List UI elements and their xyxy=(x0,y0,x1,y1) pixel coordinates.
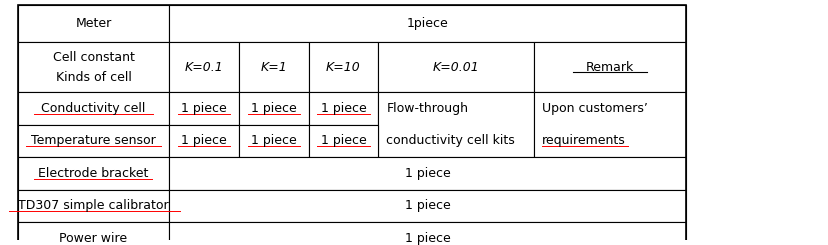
FancyBboxPatch shape xyxy=(17,42,169,92)
FancyBboxPatch shape xyxy=(169,157,685,190)
FancyBboxPatch shape xyxy=(17,157,169,190)
Text: 1 piece: 1 piece xyxy=(181,135,227,147)
Text: Electrode bracket: Electrode bracket xyxy=(38,167,148,180)
FancyBboxPatch shape xyxy=(17,5,169,42)
FancyBboxPatch shape xyxy=(238,92,308,125)
FancyBboxPatch shape xyxy=(308,42,378,92)
Text: Temperature sensor: Temperature sensor xyxy=(31,135,156,147)
Text: 1 piece: 1 piece xyxy=(404,167,450,180)
FancyBboxPatch shape xyxy=(169,92,238,125)
Text: K=0.01: K=0.01 xyxy=(432,61,479,74)
Text: TD307 simple calibrator: TD307 simple calibrator xyxy=(18,199,169,212)
Text: requirements: requirements xyxy=(542,135,625,147)
FancyBboxPatch shape xyxy=(533,92,685,157)
Text: conductivity cell kits: conductivity cell kits xyxy=(386,135,514,147)
FancyBboxPatch shape xyxy=(308,125,378,157)
FancyBboxPatch shape xyxy=(169,5,685,42)
Text: 1 piece: 1 piece xyxy=(251,135,296,147)
Text: Remark: Remark xyxy=(585,61,633,74)
Text: 1piece: 1piece xyxy=(406,17,448,30)
Text: K=1: K=1 xyxy=(260,61,286,74)
FancyBboxPatch shape xyxy=(17,125,169,157)
Text: Cell constant: Cell constant xyxy=(52,51,134,64)
Text: 1 piece: 1 piece xyxy=(320,102,366,115)
FancyBboxPatch shape xyxy=(238,125,308,157)
FancyBboxPatch shape xyxy=(169,42,238,92)
Text: K=10: K=10 xyxy=(325,61,360,74)
Text: Power wire: Power wire xyxy=(60,232,128,245)
Text: 1 piece: 1 piece xyxy=(404,232,450,245)
Text: 1 piece: 1 piece xyxy=(181,102,227,115)
FancyBboxPatch shape xyxy=(169,190,685,222)
Text: Upon customers’: Upon customers’ xyxy=(542,102,647,115)
FancyBboxPatch shape xyxy=(308,92,378,125)
Text: K=0.1: K=0.1 xyxy=(185,61,224,74)
FancyBboxPatch shape xyxy=(169,222,685,245)
FancyBboxPatch shape xyxy=(378,92,533,157)
Text: Kinds of cell: Kinds of cell xyxy=(55,71,132,84)
Text: Conductivity cell: Conductivity cell xyxy=(41,102,146,115)
Text: 1 piece: 1 piece xyxy=(320,135,366,147)
FancyBboxPatch shape xyxy=(378,42,533,92)
Text: Meter: Meter xyxy=(75,17,112,30)
FancyBboxPatch shape xyxy=(238,42,308,92)
FancyBboxPatch shape xyxy=(17,92,169,125)
Text: 1 piece: 1 piece xyxy=(404,199,450,212)
FancyBboxPatch shape xyxy=(17,190,169,222)
FancyBboxPatch shape xyxy=(17,222,169,245)
Text: 1 piece: 1 piece xyxy=(251,102,296,115)
FancyBboxPatch shape xyxy=(533,42,685,92)
FancyBboxPatch shape xyxy=(169,125,238,157)
Text: Flow-through: Flow-through xyxy=(386,102,468,115)
